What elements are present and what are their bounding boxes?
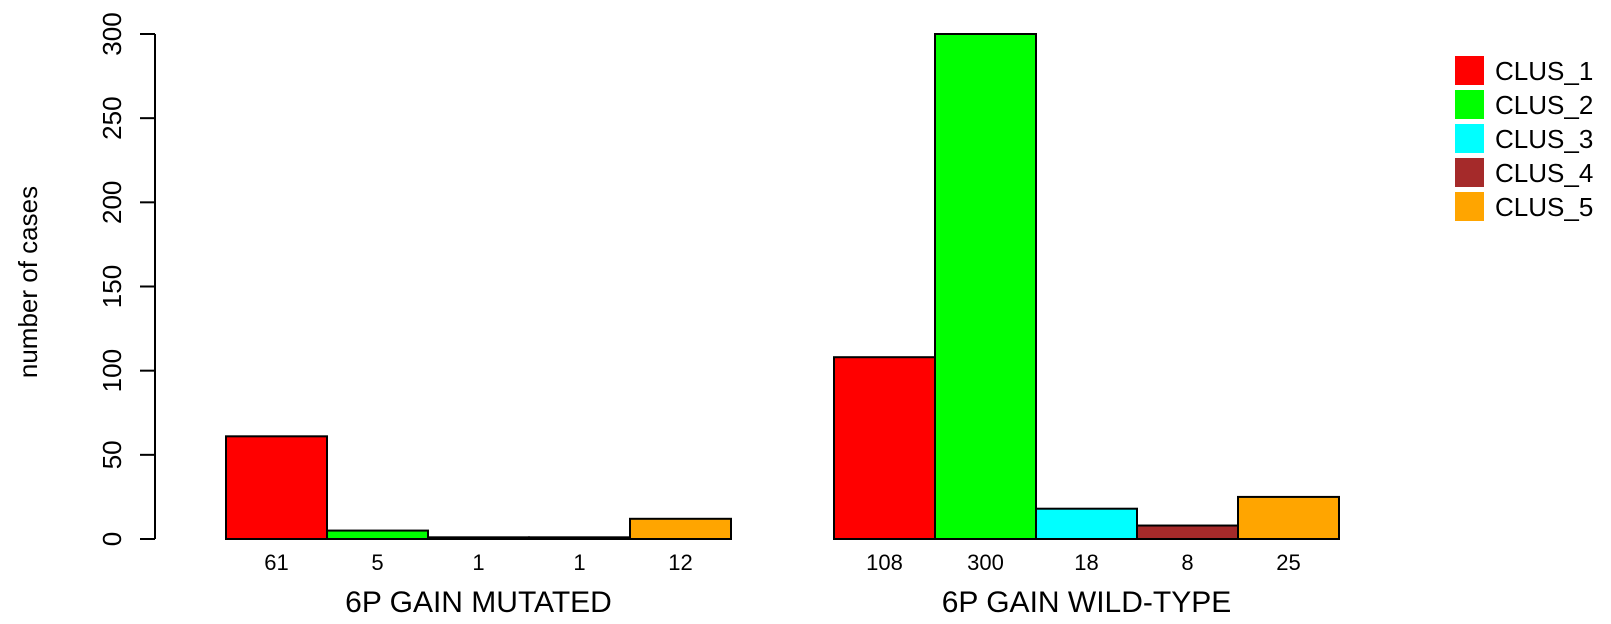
bar-value-label: 61 [264,550,288,575]
bar [528,536,631,540]
bar-value-labels: 61 5 1 1 12 108 300 18 8 25 [264,550,1300,575]
y-tick-label: 250 [97,96,127,139]
y-axis-label: number of cases [13,186,43,378]
bar-value-label: 25 [1276,550,1300,575]
bar-value-label: 1 [472,550,484,575]
bar-value-label: 18 [1074,550,1098,575]
bar-value-label: 108 [866,550,903,575]
bar-value-label: 1 [573,550,585,575]
bar [934,33,1037,540]
group-label: 6P GAIN MUTATED [345,586,612,619]
group-labels: 6P GAIN MUTATED 6P GAIN WILD-TYPE [345,586,1231,619]
bar [1136,524,1239,540]
bar [1035,507,1138,541]
legend-label: CLUS_3 [1495,124,1593,154]
legend-swatch [1455,124,1484,153]
bar-value-label: 8 [1181,550,1193,575]
y-tick-label: 200 [97,181,127,224]
legend-swatch [1455,192,1484,221]
legend-swatch [1455,90,1484,119]
y-tick-label: 100 [97,349,127,392]
bar [629,517,732,540]
legend-label: CLUS_4 [1495,158,1593,188]
legend-label: CLUS_1 [1495,56,1593,86]
bar-value-label: 5 [371,550,383,575]
legend-label: CLUS_2 [1495,90,1593,120]
legend-swatch [1455,158,1484,187]
bar [1237,495,1340,540]
bars [225,33,1340,541]
bar [833,356,936,541]
y-tick-label: 50 [97,440,127,469]
bar-value-label: 12 [668,550,692,575]
legend-label: CLUS_5 [1495,192,1593,222]
bar-value-label: 300 [967,550,1004,575]
bar [326,529,429,540]
legend: CLUS_1 CLUS_2 CLUS_3 CLUS_4 CLUS_5 [1455,56,1593,222]
y-axis: 0 50 100 150 200 250 300 [97,12,156,546]
y-tick-label: 150 [97,265,127,308]
bar [427,536,530,540]
legend-swatch [1455,56,1484,85]
y-tick-label: 300 [97,12,127,55]
group-label: 6P GAIN WILD-TYPE [942,586,1232,619]
bar [225,435,328,541]
y-tick-label: 0 [97,532,127,546]
